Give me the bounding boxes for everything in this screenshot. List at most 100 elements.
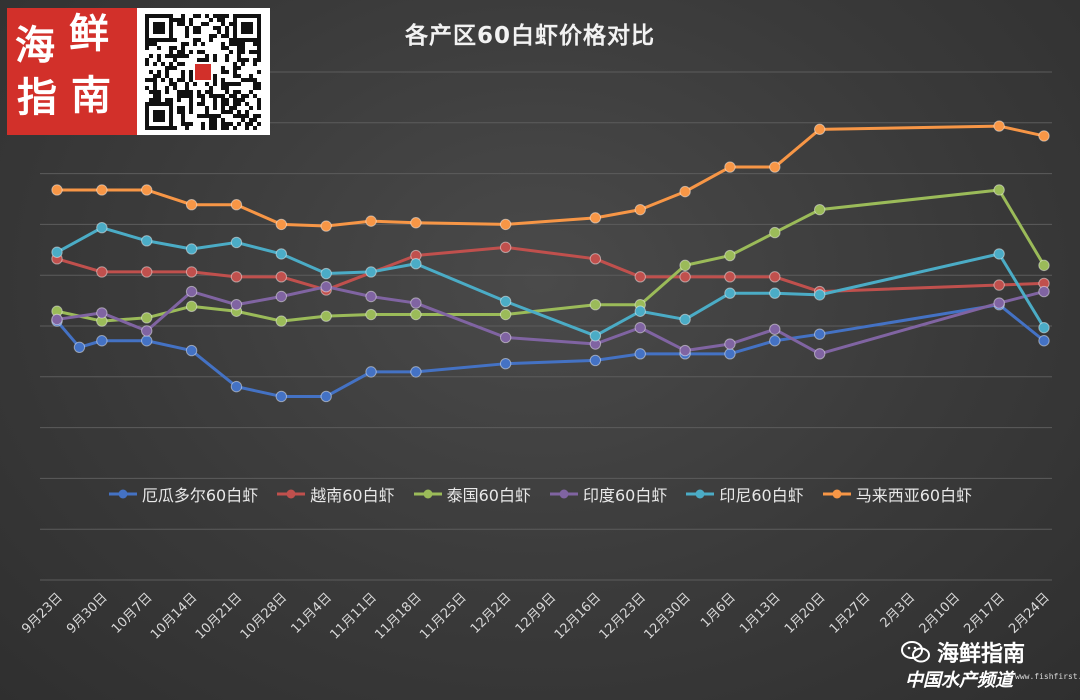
wechat-icon: [901, 641, 930, 663]
data-point: [365, 308, 377, 321]
watermark-title: 海鲜指南: [937, 642, 1026, 667]
legend-item: 印尼60白虾: [685, 482, 804, 506]
data-point: [499, 308, 512, 321]
data-point: [1038, 259, 1050, 272]
data-point: [141, 335, 153, 347]
x-tick-label: 11月18日: [372, 590, 424, 642]
data-point: [141, 266, 153, 278]
logo-char-1: 海: [15, 23, 55, 69]
data-point: [51, 184, 63, 196]
data-point: [51, 246, 63, 258]
data-point: [185, 344, 198, 357]
data-point: [230, 380, 243, 393]
x-tick-label: 2月24日: [1006, 590, 1053, 637]
data-point: [230, 199, 243, 211]
x-tick-label: 1月20日: [782, 590, 829, 637]
x-tick-label: 10月21日: [193, 590, 245, 642]
legend-swatch: [108, 489, 137, 499]
data-point: [185, 266, 198, 278]
data-point: [410, 308, 422, 321]
data-point: [1038, 130, 1050, 142]
data-point: [993, 297, 1005, 309]
data-point: [589, 298, 602, 311]
watermark: 海鲜指南 中国水产频道 www.fishfirst.cn: [895, 636, 1080, 696]
data-point: [275, 218, 288, 231]
series-line: [56, 245, 1045, 294]
data-point: [275, 315, 288, 327]
data-point: [499, 241, 512, 254]
data-point: [96, 335, 108, 347]
data-point: [365, 366, 377, 378]
data-point: [724, 271, 736, 283]
x-tick-label: 1月27日: [827, 590, 874, 637]
x-tick-label: 9月30日: [64, 590, 111, 637]
series-line: [56, 188, 1046, 323]
data-point: [365, 290, 377, 303]
data-point: [410, 366, 422, 378]
x-tick-label: 2月10日: [917, 590, 964, 637]
chart-legend: 厄瓜多尔60白虾 越南60白虾 泰国60白虾 印度60白虾 印尼60白虾 马来西亚60白虾: [40, 483, 1040, 505]
logo-char-2: 鲜: [69, 11, 109, 57]
data-point: [679, 185, 691, 198]
x-tick-label: 11月11日: [327, 590, 379, 642]
data-point: [141, 184, 153, 196]
data-point: [96, 307, 108, 319]
x-tick-label: 12月9日: [513, 590, 560, 637]
legend-swatch: [822, 489, 851, 499]
data-point: [230, 271, 243, 283]
data-point: [634, 271, 646, 283]
data-point: [1038, 321, 1050, 334]
data-point: [724, 287, 736, 299]
x-tick-label: 10月28日: [238, 590, 290, 642]
data-point: [724, 338, 736, 350]
data-point: [769, 271, 781, 283]
data-point: [679, 313, 691, 326]
data-point: [320, 390, 332, 403]
data-point: [769, 161, 781, 173]
qr-code[interactable]: [137, 8, 270, 135]
data-point: [410, 258, 422, 270]
data-point: [275, 290, 288, 303]
chart-title: 各产区60白虾价格对比: [404, 23, 655, 49]
data-point: [275, 271, 288, 283]
data-point: [724, 249, 736, 262]
data-point: [185, 285, 198, 298]
legend-swatch: [686, 489, 715, 499]
data-point: [634, 321, 646, 334]
legend-item: 印度60白虾: [549, 482, 667, 506]
data-point: [813, 348, 826, 360]
data-point: [589, 212, 602, 224]
data-point: [141, 325, 153, 337]
qr-code-icon: [145, 14, 261, 130]
data-point: [813, 203, 826, 216]
data-point: [185, 243, 198, 255]
data-point: [679, 271, 691, 283]
x-tick-label: 10月7日: [109, 590, 156, 637]
data-point: [813, 289, 826, 301]
data-point: [589, 354, 602, 367]
data-point: [320, 280, 332, 293]
data-point: [141, 312, 153, 324]
legend-item: 泰国60白虾: [413, 482, 531, 506]
data-point: [499, 357, 512, 370]
x-tick-label: 12月2日: [468, 590, 515, 637]
legend-label: 印尼60白虾: [719, 486, 804, 505]
x-tick-label: 12月23日: [597, 590, 649, 642]
data-point: [275, 248, 288, 260]
data-point: [230, 236, 243, 249]
data-point: [769, 335, 781, 347]
legend-label: 厄瓜多尔60白虾: [141, 486, 259, 505]
data-point: [96, 266, 108, 278]
logo-char-4: 南: [71, 73, 111, 119]
watermark-subtitle: 中国水产频道: [905, 670, 1013, 691]
series-line: [57, 124, 1045, 228]
x-tick-label: 9月23日: [19, 590, 66, 637]
data-point: [589, 330, 602, 342]
data-point: [410, 297, 422, 309]
legend-swatch: [277, 489, 306, 499]
x-tick-label: 2月3日: [878, 590, 919, 631]
data-point: [634, 305, 646, 317]
data-point: [813, 328, 826, 340]
logo-char-3: 指: [17, 75, 57, 121]
